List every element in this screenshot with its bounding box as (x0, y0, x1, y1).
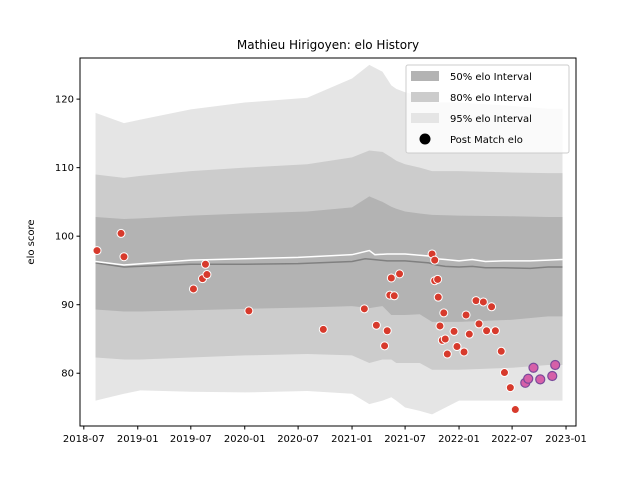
data-point (116, 228, 126, 238)
data-point (386, 273, 396, 283)
data-point (371, 320, 381, 330)
data-point (547, 370, 558, 382)
data-point (459, 347, 469, 357)
data-point (200, 259, 210, 269)
plot-frame (79, 57, 577, 427)
y-tick-label: 80 (61, 369, 74, 380)
y-tick-label: 120 (55, 95, 74, 106)
data-point (505, 383, 515, 393)
data-point (461, 310, 471, 320)
data-point (244, 306, 254, 316)
legend-swatch-95 (411, 113, 439, 123)
trend-lines (95, 249, 563, 270)
legend-box (405, 64, 570, 154)
data-point (359, 304, 369, 314)
x-tick-label: 2022-07 (491, 434, 533, 445)
data-point (490, 326, 500, 336)
data-point (439, 308, 449, 318)
median-line (95, 258, 563, 270)
data-point (523, 373, 534, 384)
y-tick-label: 100 (55, 232, 74, 243)
data-point (496, 346, 506, 356)
data-point (471, 296, 481, 306)
data-point (389, 291, 399, 301)
legend-label-post-match: Post Match elo (450, 135, 523, 146)
data-point (433, 292, 443, 302)
data-point (395, 269, 405, 279)
legend-label-50: 50% elo Interval (450, 72, 532, 83)
data-point (435, 321, 445, 331)
y-tick-label: 110 (55, 163, 74, 174)
legend: 50% elo Interval 80% elo Interval 95% el… (405, 64, 570, 154)
data-point (510, 405, 520, 415)
data-point (433, 274, 443, 284)
band-50 (95, 196, 563, 322)
data-point (430, 255, 440, 265)
data-point (382, 326, 392, 336)
mean-line (95, 249, 563, 266)
data-point (92, 246, 102, 256)
legend-marker-post-match (419, 133, 431, 145)
x-tick-label: 2023-01 (545, 434, 587, 445)
data-point (449, 326, 459, 336)
y-axis-label: elo score (26, 219, 37, 264)
data-point (478, 297, 488, 307)
x-tick-label: 2020-01 (224, 434, 266, 445)
x-tick-label: 2021-01 (331, 434, 373, 445)
legend-label-80: 80% elo Interval (450, 93, 532, 104)
legend-label-95: 95% elo Interval (450, 114, 532, 125)
chart-title: Mathieu Hirigoyen: elo History (237, 38, 419, 52)
x-tick-label: 2022-01 (438, 434, 480, 445)
legend-swatch-50 (411, 71, 439, 81)
data-point (440, 334, 450, 344)
data-point (380, 341, 390, 351)
x-tick-label: 2018-07 (63, 434, 105, 445)
data-point (464, 329, 474, 339)
data-point (550, 359, 561, 371)
data-point (499, 368, 509, 378)
y-tick-label: 90 (61, 300, 74, 311)
data-point (442, 349, 452, 359)
data-point (318, 324, 328, 334)
x-tick-label: 2020-07 (277, 434, 319, 445)
x-axis: 2018-07 2019-01 2019-07 2020-01 2020-07 2021-… (63, 426, 587, 445)
data-point (535, 374, 546, 385)
x-tick-label: 2021-07 (384, 434, 426, 445)
data-point (119, 252, 129, 262)
data-point (487, 302, 497, 312)
data-point (482, 326, 492, 336)
y-axis: 80 90 100 110 120 (55, 95, 80, 380)
legend-swatch-80 (411, 92, 439, 102)
data-point (202, 270, 212, 280)
data-point (528, 362, 539, 373)
data-point (188, 284, 198, 294)
data-point (452, 342, 462, 352)
data-point (474, 319, 484, 329)
x-tick-label: 2019-07 (170, 434, 212, 445)
post-match-points (92, 228, 561, 415)
x-tick-label: 2019-01 (117, 434, 159, 445)
